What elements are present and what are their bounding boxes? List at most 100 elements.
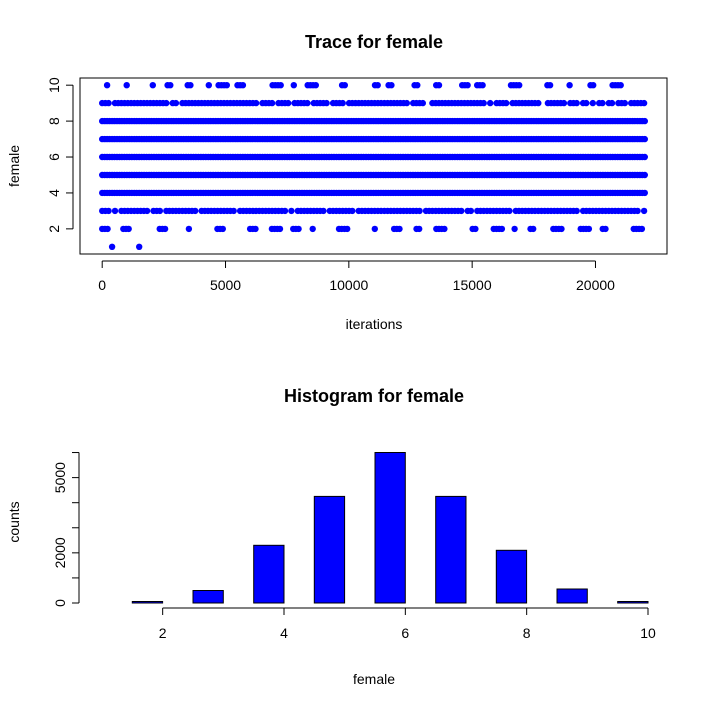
trace-y-tick-label: 10 xyxy=(46,77,62,93)
trace-point xyxy=(105,207,112,215)
histogram-bar xyxy=(495,549,528,604)
trace-point xyxy=(149,82,156,89)
trace-point xyxy=(105,99,112,107)
trace-x-tick-label: 10000 xyxy=(329,277,368,293)
histogram-bar xyxy=(131,601,164,604)
trace-point xyxy=(374,82,381,89)
trace-point xyxy=(288,207,295,215)
trace-y-tick-label: 4 xyxy=(46,189,62,197)
trace-point xyxy=(435,82,443,89)
histogram-bar xyxy=(253,544,285,604)
trace-point xyxy=(617,82,624,89)
trace-point xyxy=(125,225,132,233)
trace-point xyxy=(608,99,616,107)
trace-x-tick-label: 20000 xyxy=(576,277,615,293)
trace-level-4 xyxy=(99,189,648,197)
trace-point xyxy=(585,225,593,233)
histogram-x-tick-label: 2 xyxy=(159,625,167,641)
trace-point xyxy=(480,99,487,107)
trace-point xyxy=(252,99,260,107)
trace-y-tick-label: 8 xyxy=(46,117,62,125)
trace-point xyxy=(285,99,292,107)
trace-level-9 xyxy=(99,99,648,107)
trace-point xyxy=(503,99,510,107)
histogram-bar xyxy=(556,588,588,604)
trace-point xyxy=(167,82,174,89)
trace-point xyxy=(103,82,111,89)
trace-point xyxy=(641,171,648,179)
trace-point xyxy=(546,82,554,89)
trace-point xyxy=(161,225,169,233)
trace-y-tick-label: 6 xyxy=(46,153,62,161)
histogram-bars xyxy=(131,452,649,604)
trace-point xyxy=(511,225,518,233)
trace-point xyxy=(498,225,506,233)
trace-point xyxy=(163,99,170,107)
histogram-plot: Histogram for female 2 4 6 8 10 0 2000 5000 fe… xyxy=(6,386,656,687)
trace-point xyxy=(276,225,284,233)
trace-point xyxy=(223,82,230,89)
trace-point xyxy=(583,99,590,107)
trace-point xyxy=(530,225,537,233)
trace-point xyxy=(388,82,395,89)
trace-point xyxy=(419,99,426,107)
trace-point xyxy=(156,207,164,215)
trace-point xyxy=(277,82,284,89)
trace-point xyxy=(638,225,646,233)
trace-level-5 xyxy=(99,171,648,179)
trace-point xyxy=(281,207,289,215)
trace-point xyxy=(573,207,580,215)
trace-point xyxy=(640,99,648,107)
trace-point xyxy=(108,243,116,250)
trace-x-tick-label: 5000 xyxy=(210,277,241,293)
histogram-bar xyxy=(192,590,224,604)
trace-point xyxy=(185,225,193,233)
trace-point xyxy=(341,82,348,89)
trace-point xyxy=(172,99,180,107)
trace-point xyxy=(589,99,596,107)
trace-point xyxy=(205,82,212,89)
trace-point xyxy=(621,99,628,107)
trace-point xyxy=(323,99,330,107)
trace-point xyxy=(143,207,151,215)
trace-point xyxy=(416,207,423,215)
histogram-x-tick-label: 4 xyxy=(280,625,288,641)
trace-point xyxy=(558,225,565,233)
trace-point xyxy=(349,207,356,215)
histogram-x-tick-label: 6 xyxy=(401,625,409,641)
histogram-bar xyxy=(617,601,649,604)
trace-point xyxy=(187,82,194,89)
trace-point xyxy=(516,82,523,89)
trace-point xyxy=(487,99,494,107)
trace-point xyxy=(403,99,410,107)
trace-x-tick-label: 0 xyxy=(98,277,106,293)
trace-point xyxy=(535,99,542,107)
trace-level-3 xyxy=(99,207,648,215)
trace-point xyxy=(239,82,247,89)
trace-point xyxy=(641,135,648,143)
histogram-bar xyxy=(374,452,406,604)
trace-x-tick-label: 15000 xyxy=(453,277,492,293)
trace-point xyxy=(123,82,130,89)
trace-point xyxy=(467,207,475,215)
trace-level-2 xyxy=(99,225,646,233)
trace-point xyxy=(599,99,606,107)
histogram-bar xyxy=(435,495,467,604)
trace-point xyxy=(590,82,597,89)
trace-point xyxy=(416,225,423,233)
trace-title: Trace for female xyxy=(305,32,443,52)
trace-point xyxy=(641,153,648,161)
trace-point xyxy=(304,99,311,107)
trace-point xyxy=(219,225,226,233)
histogram-bar xyxy=(313,495,346,604)
trace-x-label: iterations xyxy=(346,316,403,332)
trace-level-8 xyxy=(99,117,648,125)
trace-point xyxy=(479,82,486,89)
trace-point xyxy=(566,82,573,89)
trace-point xyxy=(344,225,351,233)
trace-point xyxy=(640,207,648,215)
histogram-title: Histogram for female xyxy=(284,386,464,406)
trace-point xyxy=(230,207,237,215)
trace-point xyxy=(192,207,199,215)
